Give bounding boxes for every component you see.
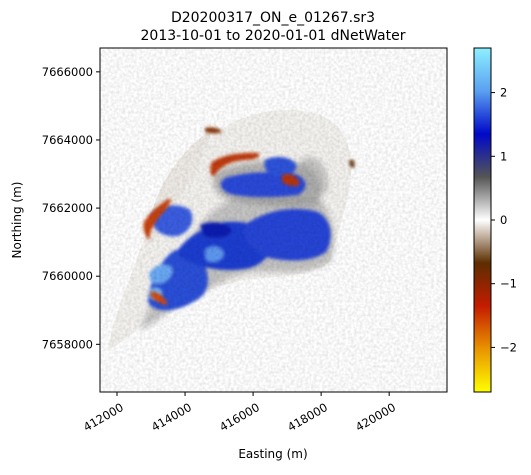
colorbar-axis: −2 −1 0 1 2 — [491, 86, 517, 354]
x-tick-label: 414000 — [149, 400, 194, 434]
colorbar-tick-label: −1 — [500, 277, 517, 291]
heatmap-layer — [100, 48, 447, 392]
x-axis: 412000 414000 416000 418000 420000 — [81, 392, 398, 434]
colorbar-tick-label: 0 — [500, 213, 507, 227]
colorbar — [473, 47, 492, 393]
y-axis: 7658000 7660000 7662000 7664000 7666000 — [42, 65, 100, 351]
x-tick-label: 412000 — [81, 400, 126, 434]
chart-subtitle: 2013-10-01 to 2020-01-01 dNetWater — [141, 28, 406, 44]
y-tick-label: 7658000 — [42, 337, 93, 351]
y-tick-label: 7664000 — [42, 133, 93, 147]
x-tick-label: 418000 — [285, 400, 330, 434]
colorbar-tick-label: −2 — [500, 340, 517, 354]
y-tick-label: 7662000 — [42, 201, 93, 215]
y-axis-label: Northing (m) — [10, 182, 24, 259]
plot-frame — [99, 47, 448, 393]
colorbar-tick-label: 2 — [500, 86, 507, 100]
y-tick-label: 7666000 — [42, 65, 93, 79]
chart-title: D20200317_ON_e_01267.sr3 — [171, 10, 375, 26]
colorbar-tick-label: 1 — [500, 149, 507, 163]
y-tick-label: 7660000 — [42, 269, 93, 283]
x-tick-label: 416000 — [217, 400, 262, 434]
x-tick-label: 420000 — [353, 400, 398, 434]
x-axis-label: Easting (m) — [238, 447, 307, 461]
texture-overlay — [100, 48, 447, 392]
